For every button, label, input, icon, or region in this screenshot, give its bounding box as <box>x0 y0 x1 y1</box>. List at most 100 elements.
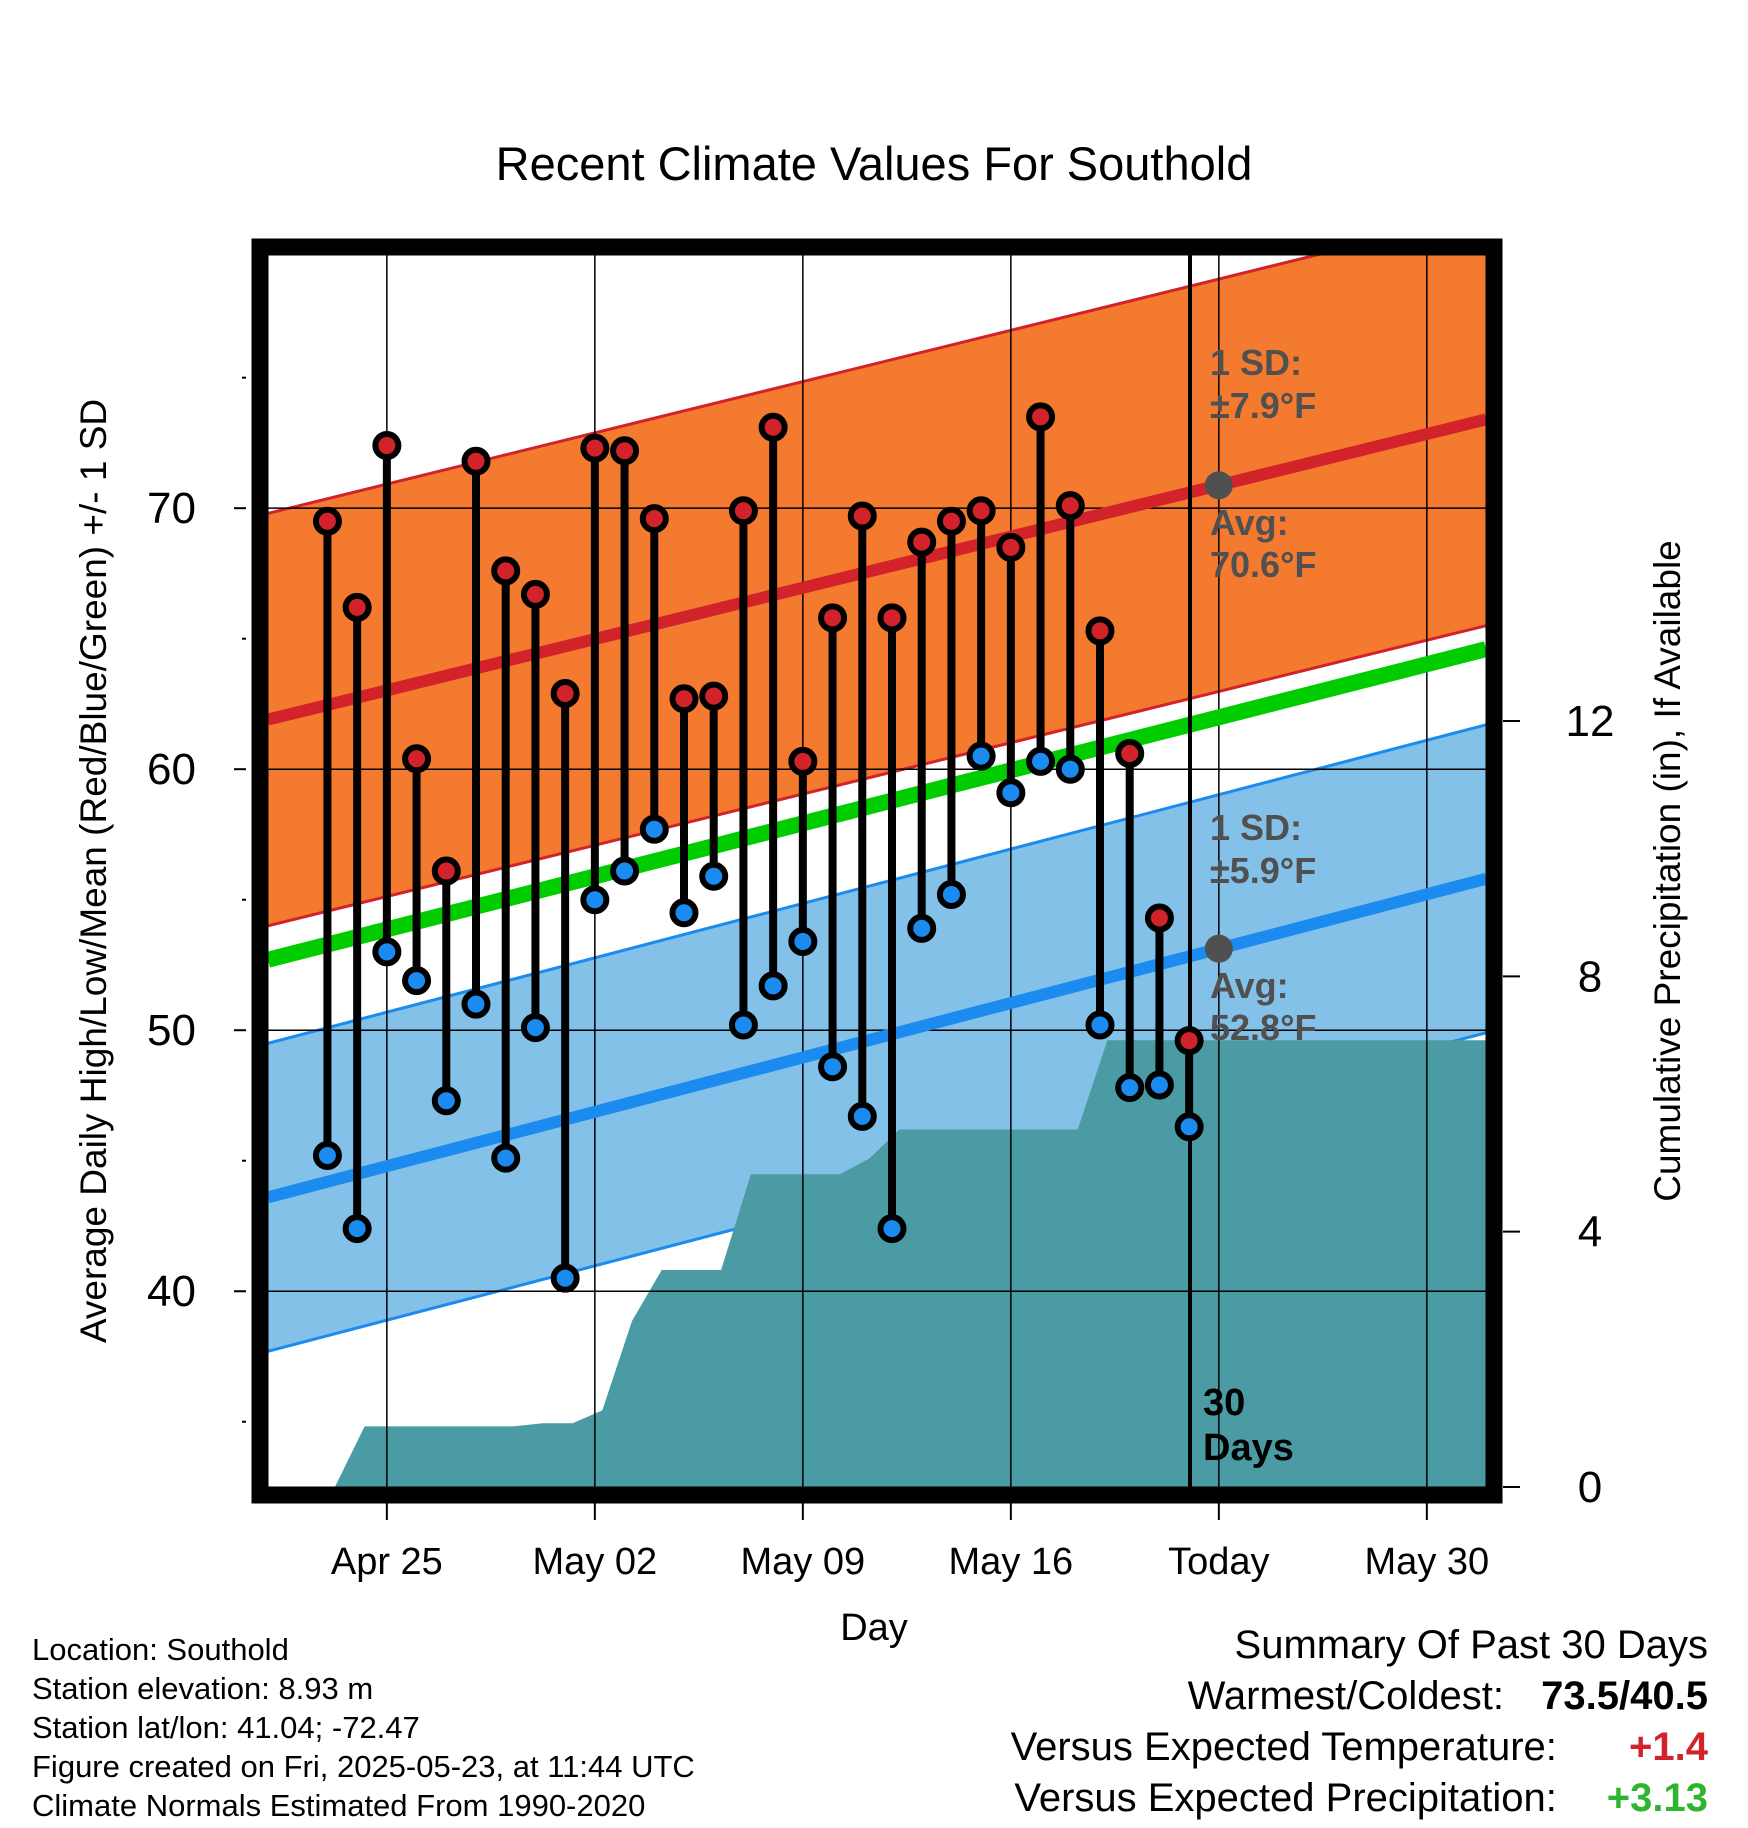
daily-high-point-10 <box>580 433 610 463</box>
daily-low-point-6 <box>461 989 491 1019</box>
day-bar-11 <box>610 436 640 886</box>
daily-low-point-21 <box>907 913 937 943</box>
x-tick-label-1: May 02 <box>533 1541 658 1583</box>
daily-low-point-19 <box>847 1101 877 1131</box>
daily-low-point-29 <box>1144 1070 1174 1100</box>
day-bar-10 <box>580 433 610 915</box>
day-bar-23 <box>966 496 996 771</box>
chart-title: Recent Climate Values For Southold <box>496 137 1253 190</box>
daily-low-point-15 <box>728 1010 758 1040</box>
day-bar-13 <box>669 684 699 928</box>
days-word: Days <box>1203 1427 1294 1469</box>
low-band-upper-edge <box>268 723 1486 1045</box>
day-bar-21 <box>907 527 937 943</box>
warmest-value: 73.5 <box>1541 1674 1620 1718</box>
day-bar-12 <box>639 504 669 844</box>
x-axis-label: Day <box>840 1607 908 1649</box>
daily-high-point-16 <box>758 412 788 442</box>
daily-high-point-11 <box>610 436 640 466</box>
daily-low-point-4 <box>402 966 432 996</box>
day-bar-29 <box>1144 903 1174 1100</box>
y-tick-label-40: 40 <box>147 1267 196 1316</box>
high-sd-label-2: ±7.9°F <box>1210 385 1316 426</box>
y2-tick-label-4: 4 <box>1578 1208 1602 1257</box>
summary-title: Summary Of Past 30 Days <box>1234 1623 1708 1667</box>
summary-panel: Summary Of Past 30 Days Warmest/Coldest:… <box>1011 1620 1708 1824</box>
daily-low-point-28 <box>1115 1073 1145 1103</box>
climate-normals: Climate Normals Estimated From 1990-2020 <box>32 1788 646 1823</box>
x-tick-label-2: May 09 <box>741 1541 866 1583</box>
daily-range-bars <box>312 402 1204 1293</box>
day-bar-9 <box>550 679 580 1293</box>
precipitation-anomaly-label: Versus Expected Precipitation: <box>1014 1776 1557 1820</box>
low-sd-label-1: 1 SD: <box>1210 807 1302 848</box>
daily-low-point-9 <box>550 1263 580 1293</box>
daily-low-point-22 <box>936 879 966 909</box>
temperature-anomaly-row: Versus Expected Temperature: +1.4 <box>1011 1722 1708 1773</box>
high-band-lower-edge <box>268 624 1486 928</box>
daily-low-point-20 <box>877 1214 907 1244</box>
daily-high-point-19 <box>847 501 877 531</box>
daily-low-point-1 <box>312 1141 342 1171</box>
day-bar-20 <box>877 603 907 1244</box>
daily-low-point-10 <box>580 885 610 915</box>
days-count: 30 <box>1203 1382 1245 1424</box>
y-axis-label: Average Daily High/Low/Mean (Red/Blue/Gr… <box>73 399 114 1343</box>
daily-low-point-25 <box>1026 746 1056 776</box>
daily-high-point-8 <box>520 579 550 609</box>
daily-high-point-7 <box>491 556 521 586</box>
high-avg-label-1: Avg: <box>1210 502 1289 543</box>
y-tick-label-50: 50 <box>147 1006 196 1055</box>
plot-area <box>268 255 1486 1487</box>
station-location: Location: Southold <box>32 1632 289 1667</box>
y-tick-label-70: 70 <box>147 484 196 533</box>
daily-low-point-23 <box>966 741 996 771</box>
daily-high-point-25 <box>1026 402 1056 432</box>
day-bar-1 <box>312 506 342 1171</box>
day-bar-25 <box>1026 402 1056 776</box>
day-bar-30 <box>1174 1026 1204 1142</box>
band-labels: 1 SD: ±7.9°F Avg: 70.6°F 1 SD: ±5.9°F Av… <box>1210 342 1316 1048</box>
daily-low-point-18 <box>818 1052 848 1082</box>
daily-low-point-5 <box>431 1086 461 1116</box>
today-avg-high-marker <box>1204 471 1233 500</box>
daily-low-point-14 <box>699 861 729 891</box>
day-bar-14 <box>699 681 729 891</box>
daily-high-point-24 <box>996 532 1026 562</box>
coldest-value: 40.5 <box>1630 1674 1708 1718</box>
day-bar-16 <box>758 412 788 1001</box>
y2-axis: 0 4 8 12 <box>1503 697 1614 1512</box>
warmest-coldest-label: Warmest/Coldest: <box>1187 1674 1505 1718</box>
day-bar-6 <box>461 446 491 1019</box>
y2-axis-label: Cumulative Precipitation (in), If Availa… <box>1647 540 1688 1202</box>
daily-low-point-7 <box>491 1143 521 1173</box>
day-bar-24 <box>996 532 1026 808</box>
daily-high-point-30 <box>1174 1026 1204 1056</box>
average-low-line <box>268 873 1486 1204</box>
daily-high-point-2 <box>342 592 372 622</box>
daily-high-point-13 <box>669 684 699 714</box>
cumulative-precip-area <box>275 1040 1486 1487</box>
high-avg-label-2: 70.6°F <box>1210 544 1316 585</box>
low-sd-label-2: ±5.9°F <box>1210 850 1316 891</box>
daily-low-point-30 <box>1174 1112 1204 1142</box>
daily-high-point-22 <box>936 506 966 536</box>
day-bar-18 <box>818 603 848 1082</box>
daily-high-point-12 <box>639 504 669 534</box>
station-latlon: Station lat/lon: 41.04; -72.47 <box>32 1710 420 1745</box>
precipitation-area <box>275 1040 1486 1487</box>
day-bar-2 <box>342 592 372 1244</box>
daily-low-point-26 <box>1055 754 1085 784</box>
day-bar-8 <box>520 579 550 1043</box>
day-bar-7 <box>491 556 521 1173</box>
y2-tick-label-0: 0 <box>1578 1463 1602 1512</box>
day-bar-15 <box>728 496 758 1040</box>
x-tick-label-4: Today <box>1168 1541 1269 1583</box>
y-axis: 40 50 60 70 <box>147 376 246 1423</box>
daily-high-point-5 <box>431 856 461 886</box>
day-bar-4 <box>402 744 432 996</box>
daily-low-point-2 <box>342 1214 372 1244</box>
daily-low-point-27 <box>1085 1010 1115 1040</box>
day-bar-28 <box>1115 739 1145 1103</box>
